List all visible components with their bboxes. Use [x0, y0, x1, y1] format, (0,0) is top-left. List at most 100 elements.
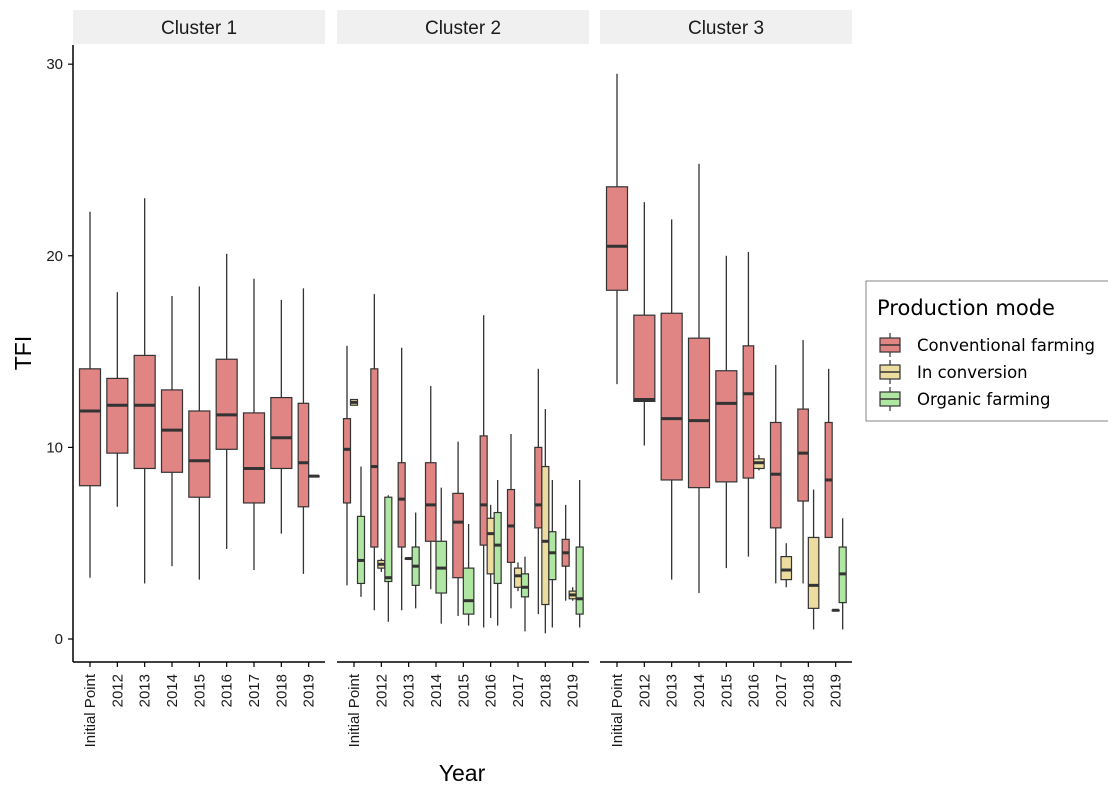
box-2017-organic-farming: [520, 556, 530, 632]
box-2017-in-conversion: [780, 543, 793, 588]
box-2013-organic-farming: [411, 512, 420, 609]
box-body: [807, 536, 820, 609]
box-body: [486, 517, 495, 575]
box-2016-in-conversion: [753, 455, 765, 471]
box-body: [780, 556, 793, 581]
box-body: [397, 462, 406, 548]
x-tick-label-initial-point: Initial Point: [346, 673, 363, 747]
box-2017-conventional-farming: [506, 433, 516, 609]
box-2015-conventional-farming: [188, 286, 211, 580]
box-body: [534, 446, 543, 529]
box-2013-conventional-farming: [660, 219, 683, 580]
box-2019-in-conversion: [568, 587, 577, 601]
x-tick-label-2016: 2016: [746, 674, 763, 707]
box-body: [424, 462, 437, 542]
legend-item-organic-farming: Organic farming: [879, 387, 1050, 411]
box-body: [342, 418, 352, 504]
box-2016-conventional-farming: [479, 315, 488, 628]
panels-layer: 0 10 20 30 Cluster 1 Initial Point 2012 2013 201…: [46, 10, 852, 747]
box-2019-conventional-farming: [824, 368, 833, 539]
box-2016-conventional-farming: [215, 253, 238, 549]
box-body: [687, 337, 711, 489]
box-2013-conventional-farming: [397, 347, 406, 611]
box-2017-conventional-farming: [242, 278, 266, 571]
panel-title: Cluster 3: [688, 18, 764, 39]
box-body: [520, 573, 530, 598]
box-2016-conventional-farming: [742, 251, 755, 557]
box-2016-in-conversion: [486, 504, 495, 618]
box-2014-conventional-farming: [687, 163, 711, 594]
box-2013-in-conversion: [404, 557, 413, 561]
box-body: [575, 546, 584, 615]
x-tick-label-2019: 2019: [828, 674, 845, 707]
box-2017-conventional-farming: [769, 364, 782, 584]
legend-item-in-conversion: In conversion: [879, 360, 1028, 384]
box-body: [513, 567, 523, 588]
x-tick-label-2018: 2018: [800, 674, 817, 707]
box-2012-conventional-farming: [106, 292, 129, 507]
box-2014-conventional-farming: [424, 386, 437, 590]
x-tick-label-2012: 2012: [373, 674, 390, 707]
box-body: [493, 511, 502, 585]
x-tick-label-2017: 2017: [773, 674, 790, 707]
box-2015-conventional-farming: [715, 255, 738, 569]
box-body: [242, 412, 266, 504]
box-body: [270, 396, 293, 470]
box-initial-point-organic-farming: [356, 466, 366, 597]
y-tick-label-30: 30: [46, 56, 63, 73]
y-tick-label-0: 0: [55, 631, 63, 648]
box-body: [452, 492, 464, 579]
box-2019-organic-farming: [308, 474, 320, 478]
box-body: [715, 370, 738, 483]
x-tick-label-2012: 2012: [636, 674, 653, 707]
box-2018-conventional-farming: [534, 368, 543, 615]
y-axis-title: TFI: [10, 336, 36, 371]
panel-strip: [600, 10, 852, 44]
x-tick-label-2014: 2014: [164, 674, 181, 707]
x-tick-label-2013: 2013: [137, 674, 154, 707]
x-tick-label-initial-point: Initial Point: [609, 673, 626, 747]
x-tick-label-2015: 2015: [191, 674, 208, 707]
box-body: [215, 358, 238, 450]
box-body: [78, 368, 102, 487]
x-tick-label-2013: 2013: [664, 674, 681, 707]
legend: Production mode Conventional farming In co…: [865, 280, 1108, 422]
box-initial-point-in-conversion: [349, 398, 359, 406]
y-tick-label-20: 20: [46, 248, 63, 265]
box-2013-conventional-farming: [133, 198, 156, 584]
box-2012-conventional-farming: [370, 294, 379, 611]
box-2019-conventional-farming: [561, 504, 570, 601]
box-body: [742, 345, 755, 479]
legend-label: In conversion: [917, 363, 1028, 382]
box-2016-organic-farming: [493, 479, 502, 626]
box-body: [370, 368, 379, 548]
box-body: [479, 435, 488, 546]
box-body: [660, 312, 683, 481]
box-2019-conventional-farming: [297, 288, 310, 574]
box-initial-point-conventional-farming: [605, 73, 629, 385]
box-2018-conventional-farming: [270, 299, 293, 534]
box-2018-organic-farming: [548, 479, 557, 628]
panel-title: Cluster 2: [425, 18, 501, 39]
box-body: [384, 496, 393, 583]
x-tick-label-2014: 2014: [428, 674, 445, 707]
x-tick-label-2019: 2019: [301, 674, 318, 707]
x-tick-label-2016: 2016: [483, 674, 500, 707]
box-2012-conventional-farming: [633, 202, 656, 446]
panel-title: Cluster 1: [161, 18, 237, 39]
box-2018-conventional-farming: [797, 340, 809, 584]
box-body: [297, 402, 310, 508]
box-2015-organic-farming: [462, 524, 475, 626]
box-2014-organic-farming: [435, 487, 448, 624]
x-tick-label-2014: 2014: [691, 674, 708, 707]
x-tick-label-2015: 2015: [455, 674, 472, 707]
legend-item-conventional-farming: Conventional farming: [879, 333, 1095, 357]
box-initial-point-conventional-farming: [78, 211, 102, 578]
x-tick-label-2012: 2012: [109, 674, 126, 707]
x-tick-label-2015: 2015: [718, 674, 735, 707]
legend-frame: [865, 280, 1108, 422]
box-2018-in-conversion: [541, 409, 550, 634]
box-body: [605, 186, 629, 291]
box-2015-conventional-farming: [452, 441, 464, 617]
